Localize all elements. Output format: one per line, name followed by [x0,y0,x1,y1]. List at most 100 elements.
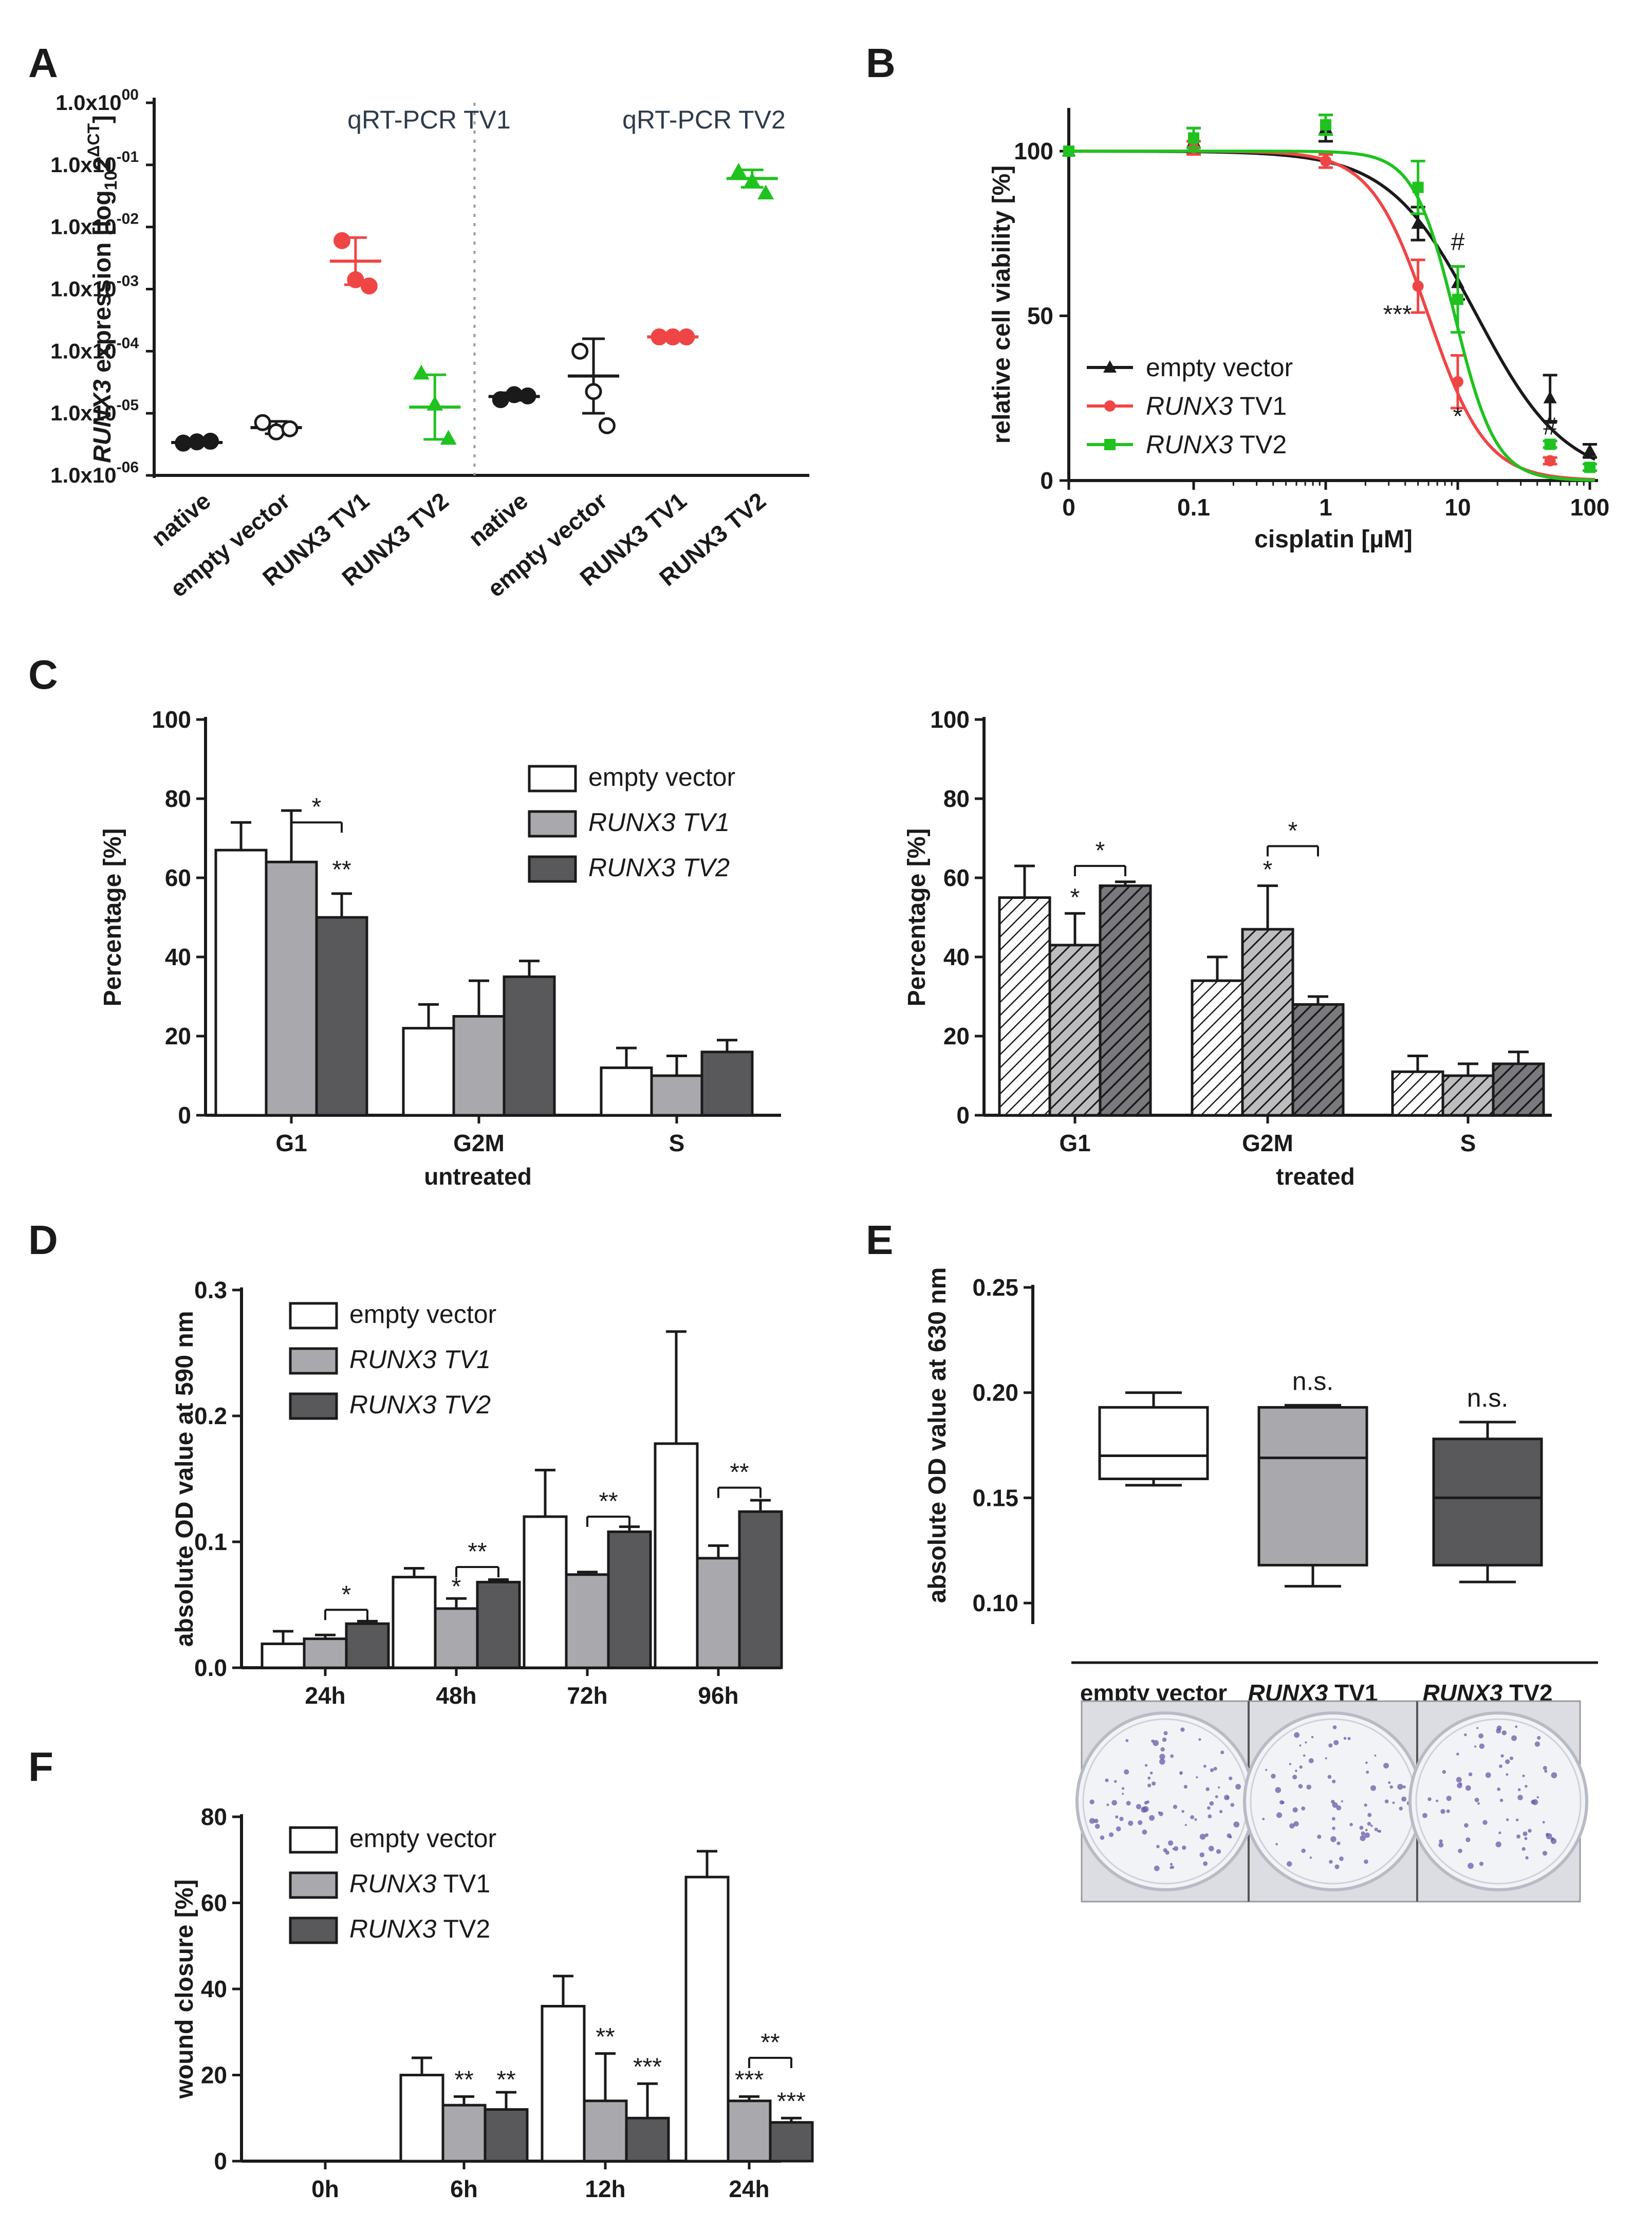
bar [1099,884,1152,1117]
colony [1196,1776,1198,1779]
colony [1265,1768,1268,1771]
x-category-label: G1 [1059,1130,1090,1156]
x-category-label: 24h [729,2176,769,2202]
y-tick-label: 20 [165,1023,191,1049]
colony [1332,1827,1335,1830]
colony [1331,1817,1335,1821]
colony [1216,1849,1221,1854]
panel-letter-b: B [866,40,896,86]
data-point [413,364,430,380]
bar [1191,979,1244,1117]
legend-label: RUNX3 TV1 [349,1869,490,1898]
colony [1542,1851,1548,1856]
significance-mark: ** [760,2029,779,2056]
x-category-label: 72h [567,1682,607,1709]
colony [1181,1810,1184,1813]
colony [1436,1799,1439,1802]
colony [1551,1772,1557,1779]
y-tick-label: 0.20 [972,1379,1018,1406]
colony [1479,1862,1484,1866]
y-tick-label: 0.3 [194,1277,227,1303]
colony [1328,1743,1333,1748]
legend-label: empty vector [349,1824,496,1853]
x-category-label: 48h [436,1682,476,1709]
significance-mark: * [342,1581,351,1608]
colony [1172,1848,1175,1850]
colony [1517,1788,1521,1792]
y-tick-label: 40 [943,944,970,970]
bar [303,1637,348,1669]
data-point [1544,455,1556,467]
colony [1213,1766,1217,1771]
colony [1209,1801,1214,1806]
colony [1100,1835,1105,1840]
colony [1276,1812,1283,1818]
colony [1506,1818,1509,1821]
colony [1427,1797,1432,1801]
x-category-label: 6h [450,2176,478,2202]
y-tick-exponent: -01 [117,149,139,165]
colony [1499,1798,1503,1802]
y-tick-label: 20 [201,2062,227,2089]
y-tick-label: 20 [943,1023,970,1049]
colony [1496,1725,1502,1731]
colony [1364,1832,1370,1838]
colony [1142,1806,1149,1812]
legend-rest: TV2 [436,1914,490,1943]
data-point [360,277,378,294]
colony [1500,1754,1504,1758]
colony [1167,1840,1174,1846]
legend-swatch [528,855,577,883]
data-point [347,271,364,288]
colony [1217,1786,1220,1789]
bar [1492,1062,1545,1117]
legend-label: empty vector [588,763,735,791]
colony [1106,1803,1109,1807]
colony [1384,1799,1389,1803]
colony [1521,1847,1526,1851]
colony [1215,1795,1218,1798]
significance-mark: * [1096,837,1105,864]
colony [1122,1793,1124,1795]
data-point [268,423,285,440]
colony [1089,1799,1094,1804]
legend-rest: TV1 [436,1869,490,1898]
y-tick-label: 0.1 [194,1528,227,1555]
y-title-part: ΔCT [84,123,103,157]
colony [1459,1782,1462,1785]
bar [214,849,268,1117]
colony [1204,1833,1209,1837]
colony [1422,1813,1427,1818]
significance-mark: ** [496,2067,515,2094]
colony [1516,1834,1521,1839]
colony [1147,1783,1152,1787]
colony [1334,1864,1340,1869]
colony [1142,1829,1147,1835]
colony [1366,1771,1369,1774]
colony [1523,1831,1528,1836]
colony [1479,1743,1485,1749]
legend-label: RUNX3 TV2 [349,1390,491,1419]
colony [1275,1842,1278,1846]
colony [1474,1797,1479,1802]
colony [1219,1810,1223,1814]
colony [1468,1863,1474,1869]
colony [1089,1818,1096,1824]
y-tick-label: 80 [201,1803,227,1830]
colony [1163,1731,1168,1736]
colony [1332,1779,1336,1783]
significance-mark: * [312,794,322,821]
colony [1365,1761,1368,1764]
y-tick-label: 60 [201,1890,227,1916]
bar [434,1607,479,1669]
fit-curve [1068,150,1595,482]
colony [1170,1863,1173,1866]
colony [1465,1785,1471,1791]
significance-mark: ** [599,1488,618,1515]
colony [1341,1800,1343,1802]
legend-swatch [289,1916,338,1944]
colony [1333,1740,1339,1745]
colony [1163,1848,1167,1853]
colony [1392,1801,1395,1804]
bar [565,1573,610,1669]
